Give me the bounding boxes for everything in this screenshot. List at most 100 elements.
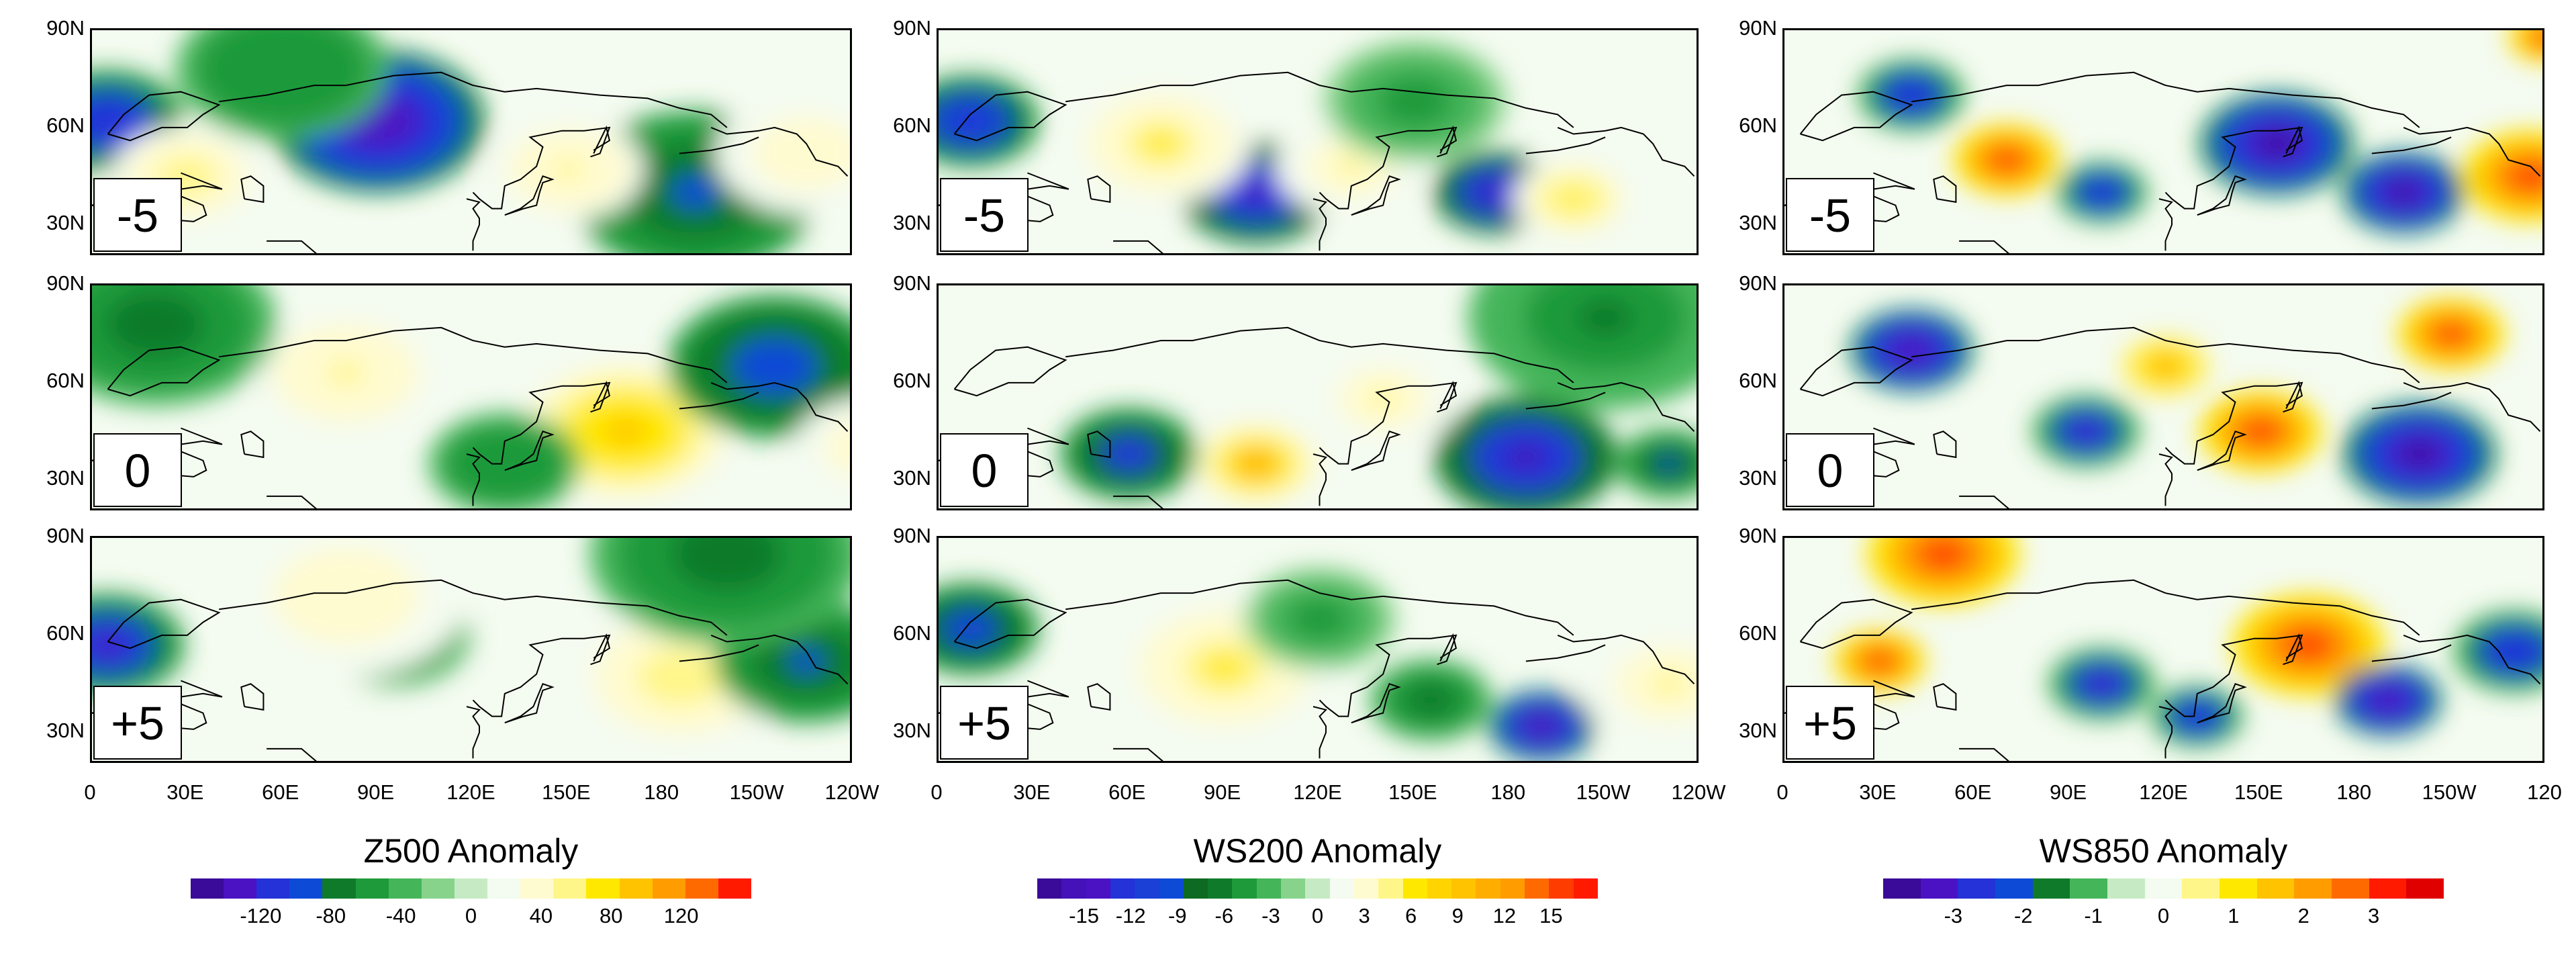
field-svg [92, 538, 850, 761]
y-tick-label: 30N [893, 210, 931, 234]
anomaly-cell [1531, 719, 1553, 733]
colorbar-swatch [586, 878, 620, 899]
y-tick-label: 90N [1739, 271, 1777, 295]
coastline [1525, 136, 1606, 154]
anomaly-cell [2502, 643, 2527, 660]
colorbar-tick-label: -3 [1944, 904, 1963, 927]
coastline [1439, 633, 1458, 662]
coastline [1911, 71, 2420, 128]
x-tick-label: 150W [729, 780, 784, 804]
coastline [1351, 430, 1401, 471]
lag-label: +5 [1786, 686, 1874, 760]
x-tick-label: 150E [2234, 780, 2283, 804]
coastline [710, 634, 849, 684]
colorbar-swatch [355, 878, 389, 899]
anomaly-cell [956, 111, 984, 130]
y-tick-label: 30N [893, 718, 931, 742]
y-tick-label: 60N [46, 113, 85, 137]
colorbar-swatch [1159, 878, 1184, 899]
coastline [1525, 392, 1606, 410]
anomaly-cell [2538, 32, 2542, 42]
x-tick-label: 120 [2527, 780, 2562, 804]
colorbar-swatch [1476, 878, 1501, 899]
coastline [1933, 175, 1957, 203]
anomaly-cell [2440, 326, 2463, 342]
coastline [1873, 680, 1915, 698]
x-tick-label: 150E [542, 780, 591, 804]
coastline [1439, 125, 1458, 154]
coastline [1911, 326, 2420, 383]
coastline [107, 91, 221, 142]
colorbar-swatch [2369, 878, 2407, 899]
colorbar-swatch [1037, 878, 1062, 899]
colorbar-swatch [388, 878, 422, 899]
anomaly-cell [2156, 360, 2175, 373]
field-svg [1784, 285, 2542, 508]
coastline [2285, 125, 2303, 154]
lag-label: +5 [93, 686, 182, 760]
colorbar-tick-label: 0 [1311, 904, 1324, 927]
coastline [2158, 198, 2173, 251]
coastline [2158, 706, 2173, 759]
colorbar-swatch [685, 878, 719, 899]
colorbar-swatch [1208, 878, 1233, 899]
coastline [1525, 644, 1606, 662]
colorbar-swatch [1427, 878, 1452, 899]
y-tick-label: 90N [893, 271, 931, 295]
colorbar-swatch [2182, 878, 2220, 899]
anomaly-cell [658, 663, 701, 692]
coastline [504, 430, 555, 471]
coastline [953, 91, 1067, 142]
colorbar-swatch [1958, 878, 1996, 899]
x-tick-label: 60E [262, 780, 299, 804]
coastline [472, 381, 611, 465]
coastline [1439, 380, 1458, 409]
y-tick-label: 60N [1739, 368, 1777, 392]
colorbar-tick-label: -3 [1261, 904, 1280, 927]
coastline [2197, 430, 2247, 471]
x-tick-label: 180 [1490, 780, 1526, 804]
x-tick-label: 90E [357, 780, 395, 804]
colorbar-tick-label: 0 [2157, 904, 2170, 927]
y-tick-label: 90N [893, 524, 931, 547]
coastline [267, 240, 317, 253]
map-ws850-lag-0: -5 [1782, 28, 2544, 255]
anomaly-cell [2248, 423, 2273, 440]
coastline [679, 644, 759, 662]
coastline [107, 346, 221, 397]
anomaly-cell [2093, 186, 2111, 199]
colorbar-swatch [191, 878, 224, 899]
colorbar-swatch [1883, 878, 1921, 899]
field-svg [92, 285, 850, 508]
x-tick-label: 180 [2336, 780, 2372, 804]
colorbar-swatch [1305, 878, 1331, 899]
anomaly-cell [699, 538, 755, 573]
coastline [1313, 453, 1327, 506]
map-z500-lag-0: -5 [90, 28, 852, 255]
anomaly-cell [1241, 182, 1272, 203]
x-tick-label: 120W [824, 780, 879, 804]
coastline [1065, 71, 1574, 128]
anomaly-cell [489, 453, 520, 474]
coastline [466, 198, 481, 251]
coastline [2158, 453, 2173, 506]
x-tick-label: 30E [166, 780, 204, 804]
coastline [219, 326, 728, 383]
colorbar-tick-label: 80 [600, 904, 623, 927]
x-tick-label: 120E [2139, 780, 2188, 804]
y-tick-label: 60N [1739, 621, 1777, 645]
coastline [2371, 392, 2452, 410]
coastline [1933, 683, 1957, 711]
x-tick-label: 180 [644, 780, 679, 804]
anomaly-cell [1578, 300, 1633, 336]
anomaly-cell [1899, 342, 1924, 359]
coastline [1319, 381, 1458, 465]
coastline [2197, 175, 2247, 216]
colorbar-tick-label: 2 [2297, 904, 2309, 927]
anomaly-cell [1927, 544, 1959, 565]
coastline [1959, 240, 2009, 253]
colorbar-swatch [553, 878, 587, 899]
colorbar-tick-label: 40 [529, 904, 553, 927]
anomaly-cell [824, 420, 850, 475]
colorbar-swatch [487, 878, 521, 899]
